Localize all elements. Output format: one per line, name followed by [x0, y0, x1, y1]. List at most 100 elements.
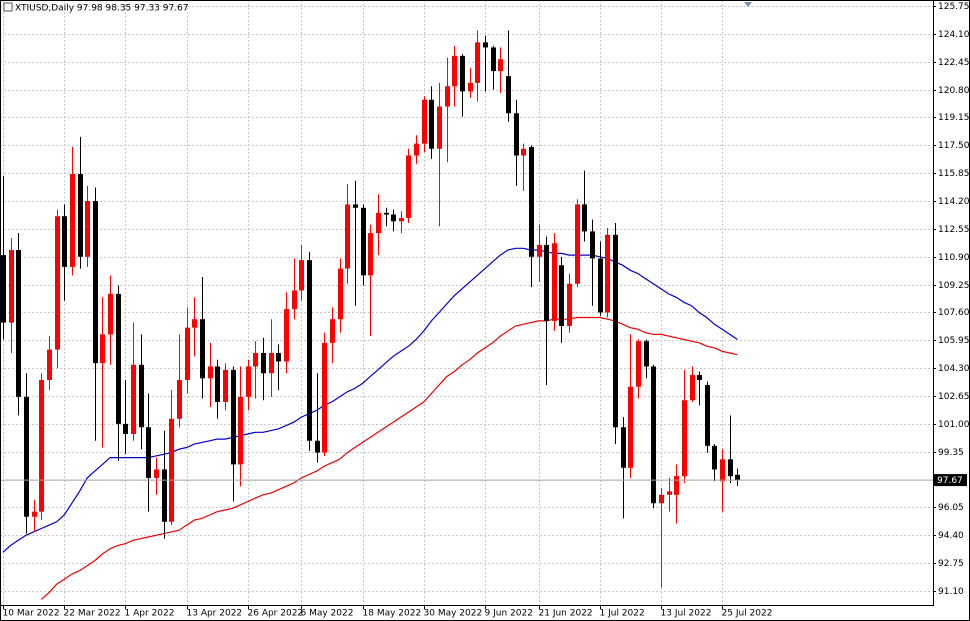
candle-body [559, 265, 564, 326]
candle-body [85, 201, 90, 257]
y-tick-label: 102.65 [938, 392, 970, 402]
x-tick-label: 22 Mar 2022 [64, 609, 121, 619]
candle-body [728, 459, 733, 477]
current-price-box [934, 474, 967, 487]
candle-body [299, 260, 304, 291]
candle-body [16, 250, 21, 397]
candle-body [460, 55, 465, 92]
candle-body [452, 55, 457, 87]
candle-body [575, 204, 580, 284]
candle-body [475, 42, 480, 83]
candle-body [498, 59, 503, 72]
candle-body [468, 82, 473, 92]
y-tick-label: 122.45 [938, 58, 970, 68]
candle-body [628, 386, 633, 468]
candle-body [261, 352, 266, 374]
candle-body [406, 155, 411, 218]
candle-body [284, 309, 289, 362]
y-tick-label: 115.85 [938, 169, 970, 179]
candle-body [231, 369, 236, 465]
candle-body [338, 268, 343, 320]
candle-body [253, 352, 258, 367]
current-price-label: 97.67 [937, 476, 963, 486]
candle-body [169, 418, 174, 522]
candle-body [185, 327, 190, 380]
candle-body [514, 113, 519, 156]
candle-body [223, 369, 228, 402]
candle-body [712, 445, 717, 470]
candle-body [651, 366, 656, 504]
candle-body [437, 106, 442, 149]
candle-body [667, 491, 672, 495]
candle-body [24, 396, 29, 517]
candle-body [368, 233, 373, 276]
candle-body [483, 42, 488, 48]
y-tick-label: 117.50 [938, 141, 970, 151]
candle-body [208, 366, 213, 379]
y-tick-label: 96.05 [938, 503, 964, 513]
x-tick-label: 6 May 2022 [301, 609, 354, 619]
candle-body [644, 341, 649, 367]
candle-body [697, 374, 702, 380]
candle-body [491, 47, 496, 72]
candle-body [384, 212, 389, 215]
candle-body [315, 440, 320, 453]
candle-body [376, 212, 381, 234]
candle-body [292, 290, 297, 310]
x-tick-label: 13 Apr 2022 [187, 609, 243, 619]
y-tick-label: 104.30 [938, 364, 970, 374]
y-tick-label: 101.00 [938, 420, 970, 430]
candle-body [215, 366, 220, 402]
y-tick-label: 99.35 [938, 448, 964, 458]
y-tick-label: 125.75 [938, 2, 970, 12]
y-tick-label: 112.55 [938, 225, 970, 235]
x-tick-label: 25 Jul 2022 [722, 609, 773, 619]
y-tick-label: 124.10 [938, 30, 970, 40]
x-tick-label: 1 Jul 2022 [600, 609, 645, 619]
candle-body [521, 148, 526, 156]
candle-body [391, 214, 396, 222]
candle-body [154, 469, 159, 478]
candle-body [246, 366, 251, 397]
candle-body [1, 255, 6, 323]
candle-body [621, 427, 626, 468]
candle-body [139, 364, 144, 428]
candle-body [735, 474, 740, 481]
x-tick-label: 1 Apr 2022 [125, 609, 175, 619]
candle-body [567, 283, 572, 326]
y-tick-label: 114.20 [938, 197, 970, 207]
candle-body [70, 174, 75, 267]
candle-body [353, 204, 358, 208]
plot-area [0, 0, 933, 605]
candle-body [200, 319, 205, 379]
candle-body [659, 494, 664, 504]
candle-body [598, 258, 603, 313]
candle-body [552, 243, 557, 321]
candle-body [636, 341, 641, 387]
candle-body [100, 334, 105, 364]
candle-body [590, 231, 595, 259]
y-tick-label: 120.80 [938, 86, 970, 96]
candle-body [9, 250, 14, 323]
candle-body [582, 204, 587, 232]
x-tick-label: 10 Mar 2022 [3, 609, 60, 619]
moving-average-line [40, 316, 738, 600]
x-tick-label: 30 May 2022 [424, 609, 483, 619]
candle-body [123, 423, 128, 434]
candle-body [605, 234, 610, 313]
candle-body [705, 385, 710, 446]
candle-body [108, 293, 113, 335]
candle-body [307, 260, 312, 441]
candle-body [506, 76, 511, 114]
candle-body [544, 244, 549, 321]
y-tick-label: 92.75 [938, 559, 964, 569]
chart-title: XTIUSD,Daily 97.98 98.35 97.33 97.67 [15, 4, 189, 14]
candle-body [32, 511, 37, 517]
y-tick-label: 109.25 [938, 281, 970, 291]
candle-body [529, 147, 534, 257]
candle-body [682, 400, 687, 477]
candle-body [613, 234, 618, 428]
candle-body [674, 476, 679, 495]
candle-body [276, 352, 281, 362]
